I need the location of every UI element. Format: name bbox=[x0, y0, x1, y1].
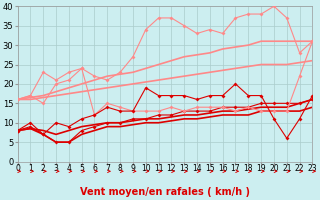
X-axis label: Vent moyen/en rafales ( km/h ): Vent moyen/en rafales ( km/h ) bbox=[80, 187, 250, 197]
